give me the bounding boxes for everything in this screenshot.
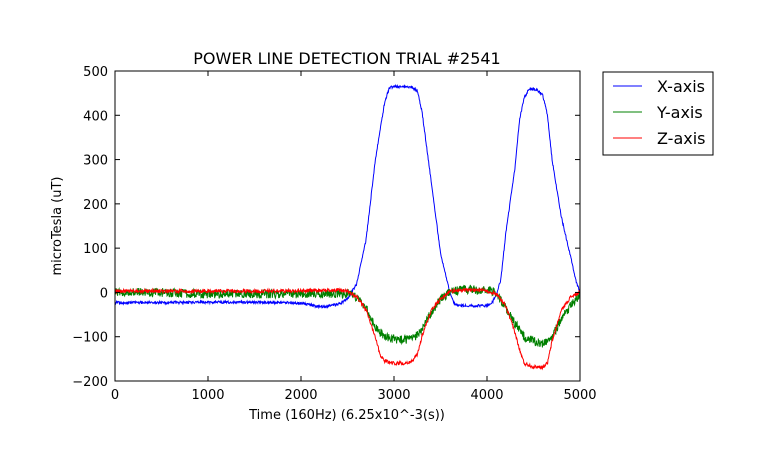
plot-frame bbox=[114, 70, 581, 382]
y-axis-label: microTesla (uT) bbox=[50, 177, 65, 276]
legend-items: X-axis Y-axis Z-axis bbox=[613, 77, 706, 148]
y-tick-label: 100 bbox=[83, 242, 108, 257]
y-tick-label: 0 bbox=[100, 286, 108, 301]
series-line-x-axis bbox=[115, 83, 580, 310]
chart-title: POWER LINE DETECTION TRIAL #2541 bbox=[193, 49, 500, 68]
x-tick-label: 4000 bbox=[470, 388, 503, 403]
x-tick-label: 1000 bbox=[191, 388, 224, 403]
legend-label-x-axis: X-axis bbox=[657, 77, 705, 96]
y-axis-ticks: −200 −100 0 100 200 300 400 500 bbox=[72, 65, 580, 390]
y-tick-label: −100 bbox=[72, 331, 108, 346]
y-tick-label: 400 bbox=[83, 109, 108, 124]
x-axis-label: Time (160Hz) (6.25x10^-3(s)) bbox=[248, 408, 445, 423]
y-tick-label: 200 bbox=[83, 198, 108, 213]
x-axis-ticks: 0 1000 2000 3000 4000 5000 bbox=[111, 71, 597, 403]
x-tick-label: 3000 bbox=[377, 388, 410, 403]
y-tick-label: −200 bbox=[72, 375, 108, 390]
x-tick-label: 2000 bbox=[284, 388, 317, 403]
y-tick-label: 500 bbox=[83, 65, 108, 80]
series-line-z-axis bbox=[115, 286, 580, 371]
x-tick-label: 5000 bbox=[563, 388, 596, 403]
legend-label-z-axis: Z-axis bbox=[657, 129, 706, 148]
legend: X-axis Y-axis Z-axis bbox=[602, 71, 714, 156]
y-tick-label: 300 bbox=[83, 154, 108, 169]
legend-label-y-axis: Y-axis bbox=[656, 103, 703, 122]
plot-lines bbox=[115, 83, 580, 371]
x-tick-label: 0 bbox=[111, 388, 119, 403]
series-line-y-axis bbox=[115, 284, 580, 348]
